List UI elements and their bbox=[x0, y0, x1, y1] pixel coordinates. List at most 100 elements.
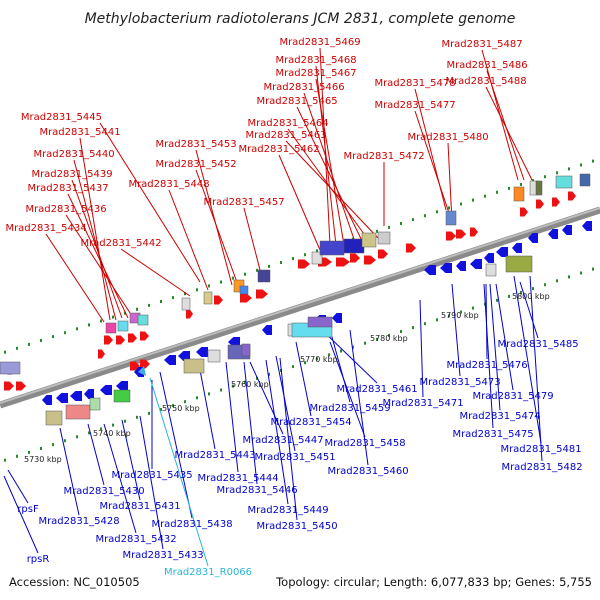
leader-line bbox=[447, 142, 453, 223]
leader-line bbox=[278, 154, 321, 251]
tick-mark bbox=[376, 337, 378, 341]
tick-mark bbox=[16, 346, 18, 350]
gene-label: Mrad2831_5476 bbox=[446, 360, 527, 371]
gene-label: Mrad2831_5452 bbox=[155, 159, 236, 170]
gene-label: Mrad2831_5478 bbox=[374, 78, 455, 89]
gene-label: Mrad2831_5428 bbox=[38, 516, 119, 527]
reverse-gene-arrow bbox=[84, 389, 94, 399]
tick-mark bbox=[88, 323, 90, 327]
tick-mark bbox=[316, 357, 318, 361]
tick-mark bbox=[28, 342, 30, 346]
forward-gene-arrow bbox=[298, 259, 310, 269]
gene-features bbox=[0, 173, 592, 426]
gene-label: Mrad2831_5433 bbox=[122, 550, 203, 561]
tick-mark bbox=[292, 257, 294, 261]
gene-label: Mrad2831_5444 bbox=[197, 473, 278, 484]
reverse-gene-arrow bbox=[164, 355, 176, 365]
reverse-gene-arrow bbox=[562, 225, 572, 235]
tick-mark bbox=[124, 311, 126, 315]
leader-line bbox=[295, 341, 312, 417]
forward-gene-arrow bbox=[4, 381, 14, 391]
reverse-gene-arrow bbox=[424, 265, 436, 275]
gene-box bbox=[183, 358, 205, 374]
leader-line bbox=[71, 179, 123, 319]
tick-mark bbox=[196, 288, 198, 292]
gene-label: Mrad2831_5460 bbox=[327, 466, 408, 477]
tick-mark bbox=[76, 435, 78, 439]
tick-mark bbox=[76, 327, 78, 331]
leader-line bbox=[159, 371, 193, 519]
gene-labels: Mrad2831_5469 Mrad2831_5487 Mrad2831_5468 M… bbox=[5, 37, 582, 578]
leader-line bbox=[3, 475, 39, 554]
tick-mark bbox=[412, 218, 414, 222]
gene-box bbox=[207, 349, 221, 363]
tick-mark bbox=[508, 294, 510, 298]
gene-label: Mrad2831_5431 bbox=[99, 501, 180, 512]
tick-mark bbox=[172, 296, 174, 300]
tick-mark bbox=[292, 365, 294, 369]
leader-line bbox=[7, 469, 29, 504]
gene-label: Mrad2831_5449 bbox=[247, 505, 328, 516]
tick-mark bbox=[256, 268, 258, 272]
reverse-gene-arrow bbox=[528, 233, 538, 243]
tick-mark bbox=[568, 167, 570, 171]
forward-gene-arrow bbox=[128, 333, 137, 343]
leader-line bbox=[243, 207, 261, 271]
reverse-gene-arrow bbox=[196, 347, 208, 357]
forward-gene-arrow bbox=[378, 249, 388, 259]
rna-feature bbox=[138, 366, 146, 376]
reverse-gene-arrow bbox=[228, 337, 240, 347]
gene-label: Mrad2831_5464 bbox=[247, 118, 328, 129]
forward-gene-arrow bbox=[104, 335, 113, 345]
reverse-gene-arrow bbox=[178, 351, 190, 361]
leader-line bbox=[249, 361, 284, 435]
reverse-gene-arrow bbox=[582, 221, 592, 231]
gene-box bbox=[241, 343, 251, 357]
leader-line bbox=[243, 361, 258, 485]
leader-line bbox=[529, 275, 543, 462]
tick-mark bbox=[172, 404, 174, 408]
gene-label: rpsF bbox=[17, 504, 39, 515]
reverse-gene-arrow bbox=[512, 243, 522, 253]
forward-gene-arrow bbox=[116, 335, 125, 345]
tick-mark bbox=[520, 291, 522, 294]
tick-mark bbox=[544, 283, 546, 287]
kbp-label: 5790 kbp bbox=[441, 311, 479, 320]
gene-label: Mrad2831_5451 bbox=[254, 452, 335, 463]
tick-mark bbox=[208, 284, 210, 288]
kbp-label: 5770 kbp bbox=[300, 355, 338, 364]
tick-mark bbox=[484, 194, 486, 198]
tick-mark bbox=[316, 249, 318, 253]
tick-mark bbox=[328, 353, 330, 357]
gene-label: Mrad2831_5468 bbox=[275, 55, 356, 66]
leader-line bbox=[285, 140, 379, 239]
tick-mark bbox=[388, 333, 390, 337]
gene-label: Mrad2831_5467 bbox=[275, 68, 356, 79]
tick-mark bbox=[16, 454, 18, 458]
gene-label: Mrad2831_5474 bbox=[459, 411, 540, 422]
leader-line bbox=[67, 193, 129, 319]
forward-gene-arrow bbox=[256, 289, 268, 299]
tick-mark bbox=[208, 392, 210, 396]
reverse-gene-arrow bbox=[262, 325, 272, 335]
tick-mark bbox=[184, 400, 186, 404]
kbp-label: 5800 kbp bbox=[512, 292, 550, 301]
gene-label: Mrad2831_5445 bbox=[21, 112, 102, 123]
gene-box bbox=[65, 404, 91, 420]
kbp-label: 5760 kbp bbox=[231, 380, 269, 389]
leader-line bbox=[483, 283, 494, 429]
gene-label: Mrad2831_5465 bbox=[256, 96, 337, 107]
forward-gene-arrow bbox=[336, 257, 350, 267]
forward-gene-arrow bbox=[214, 295, 223, 305]
leader-line bbox=[120, 248, 191, 297]
leader-line bbox=[149, 377, 209, 567]
tick-mark bbox=[160, 408, 162, 411]
tick-mark bbox=[4, 350, 6, 354]
gene-label: Mrad2831_5461 bbox=[336, 384, 417, 395]
reverse-gene-arrow bbox=[332, 313, 342, 323]
gene-label: Mrad2831_5479 bbox=[472, 391, 553, 402]
reverse-gene-arrow bbox=[470, 259, 482, 269]
leader-line bbox=[349, 329, 369, 466]
forward-gene-arrow bbox=[456, 229, 466, 239]
gene-box bbox=[89, 397, 101, 411]
